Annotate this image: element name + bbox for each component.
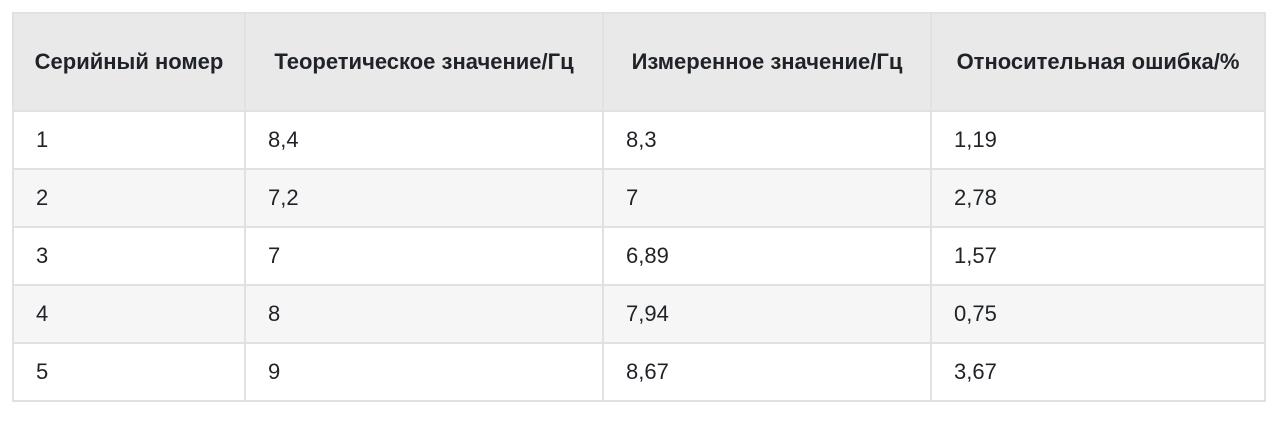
cell-theoretical-value: 7	[244, 226, 604, 286]
table-row: 4 8 7,94 0,75	[12, 284, 1266, 344]
cell-measured-value: 7	[602, 168, 932, 228]
data-table: Серийный номер Теоретическое значение/Гц…	[12, 12, 1266, 402]
header-row: Серийный номер Теоретическое значение/Гц…	[12, 12, 1266, 112]
header-serial-number: Серийный номер	[12, 12, 246, 112]
cell-measured-value: 8,3	[602, 110, 932, 170]
cell-relative-error: 1,19	[930, 110, 1266, 170]
cell-measured-value: 7,94	[602, 284, 932, 344]
cell-serial-number: 2	[12, 168, 246, 228]
table-row: 3 7 6,89 1,57	[12, 226, 1266, 286]
table-row: 5 9 8,67 3,67	[12, 342, 1266, 402]
cell-serial-number: 3	[12, 226, 246, 286]
header-relative-error: Относительная ошибка/%	[930, 12, 1266, 112]
cell-relative-error: 0,75	[930, 284, 1266, 344]
cell-theoretical-value: 8,4	[244, 110, 604, 170]
cell-serial-number: 4	[12, 284, 246, 344]
table-row: 2 7,2 7 2,78	[12, 168, 1266, 228]
cell-measured-value: 8,67	[602, 342, 932, 402]
cell-theoretical-value: 9	[244, 342, 604, 402]
cell-serial-number: 5	[12, 342, 246, 402]
header-measured-value: Измеренное значение/Гц	[602, 12, 932, 112]
cell-measured-value: 6,89	[602, 226, 932, 286]
cell-theoretical-value: 7,2	[244, 168, 604, 228]
header-theoretical-value: Теоретическое значение/Гц	[244, 12, 604, 112]
cell-relative-error: 1,57	[930, 226, 1266, 286]
cell-theoretical-value: 8	[244, 284, 604, 344]
cell-serial-number: 1	[12, 110, 246, 170]
cell-relative-error: 3,67	[930, 342, 1266, 402]
cell-relative-error: 2,78	[930, 168, 1266, 228]
table-row: 1 8,4 8,3 1,19	[12, 110, 1266, 170]
